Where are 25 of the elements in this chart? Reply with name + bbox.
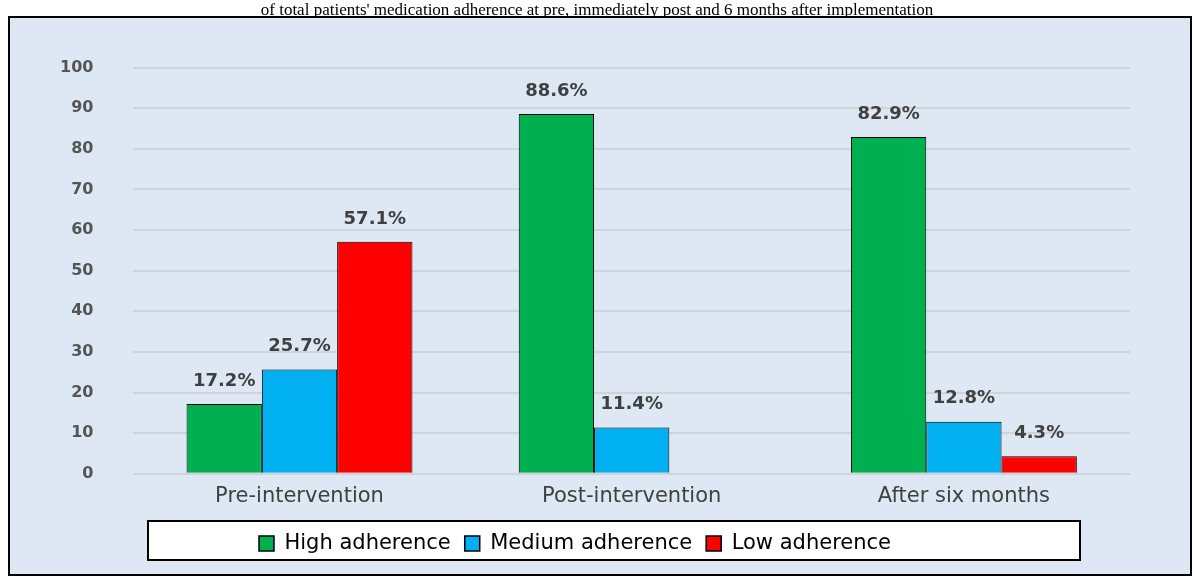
y-tick-label: 90 [71, 97, 94, 117]
x-tick-label: Pre-intervention [215, 482, 384, 507]
x-tick-label: After six months [877, 482, 1050, 507]
data-label: 17.2% [192, 368, 256, 390]
y-tick-label: 60 [71, 219, 94, 239]
legend-label: Low adherence [731, 529, 891, 554]
y-tick-label: 40 [71, 300, 94, 320]
data-label: 82.9% [857, 101, 920, 123]
legend-label: High adherence [284, 529, 451, 554]
y-tick-label: 50 [71, 259, 94, 279]
data-label: 12.8% [932, 386, 996, 408]
y-tick-label: 20 [71, 381, 94, 401]
data-label: 4.3% [1014, 421, 1065, 443]
y-tick-label: 100 [59, 56, 94, 76]
y-tick-label: 30 [71, 341, 94, 361]
x-tick-label: Post-intervention [542, 482, 722, 507]
y-tick-label: 80 [71, 138, 94, 157]
y-tick-label: 0 [82, 462, 94, 482]
legend-label: Medium adherence [490, 529, 693, 554]
y-tick-label: 70 [71, 178, 94, 198]
data-label: 57.1% [343, 206, 407, 228]
data-label: 11.4% [600, 392, 663, 414]
y-tick-label: 10 [71, 422, 94, 442]
data-label: 25.7% [268, 334, 331, 356]
data-label: 88.6% [525, 78, 588, 100]
